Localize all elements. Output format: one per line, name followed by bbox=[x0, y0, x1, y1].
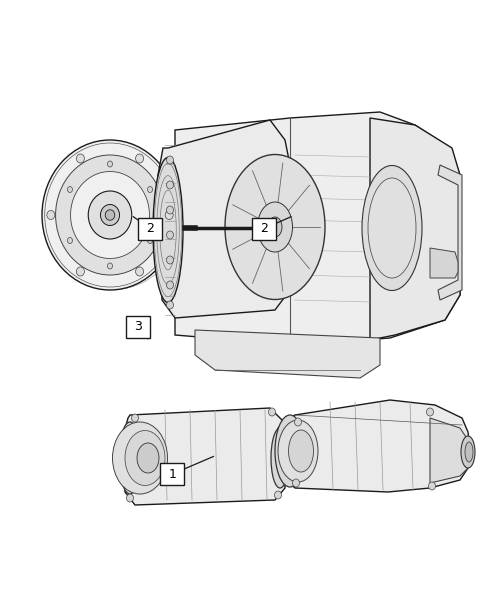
FancyBboxPatch shape bbox=[160, 463, 184, 485]
Ellipse shape bbox=[42, 140, 178, 290]
Ellipse shape bbox=[268, 408, 275, 416]
Ellipse shape bbox=[361, 166, 421, 290]
Ellipse shape bbox=[166, 301, 173, 309]
Ellipse shape bbox=[76, 267, 84, 276]
Polygon shape bbox=[158, 120, 289, 318]
Polygon shape bbox=[195, 330, 379, 378]
Polygon shape bbox=[429, 418, 469, 483]
Polygon shape bbox=[369, 118, 459, 340]
Ellipse shape bbox=[88, 191, 132, 239]
Ellipse shape bbox=[277, 420, 318, 482]
Ellipse shape bbox=[147, 237, 152, 243]
Ellipse shape bbox=[100, 204, 119, 226]
Polygon shape bbox=[437, 165, 461, 300]
Ellipse shape bbox=[136, 267, 143, 276]
Ellipse shape bbox=[131, 414, 138, 422]
Polygon shape bbox=[277, 400, 469, 492]
Ellipse shape bbox=[225, 154, 324, 299]
Text: 2: 2 bbox=[260, 222, 268, 235]
Text: 1: 1 bbox=[168, 468, 176, 481]
Ellipse shape bbox=[56, 155, 164, 275]
Ellipse shape bbox=[107, 161, 112, 167]
Ellipse shape bbox=[67, 187, 72, 193]
Text: 3: 3 bbox=[134, 320, 142, 333]
Ellipse shape bbox=[147, 187, 152, 193]
Ellipse shape bbox=[294, 418, 301, 426]
Ellipse shape bbox=[166, 156, 173, 164]
Ellipse shape bbox=[126, 494, 133, 502]
Ellipse shape bbox=[166, 231, 173, 239]
Ellipse shape bbox=[119, 422, 141, 494]
Ellipse shape bbox=[107, 263, 112, 269]
Ellipse shape bbox=[274, 415, 304, 487]
Ellipse shape bbox=[257, 202, 292, 252]
Ellipse shape bbox=[67, 237, 72, 243]
Ellipse shape bbox=[166, 256, 173, 264]
Ellipse shape bbox=[112, 422, 167, 494]
Ellipse shape bbox=[152, 157, 182, 303]
FancyBboxPatch shape bbox=[252, 217, 276, 240]
Ellipse shape bbox=[428, 482, 435, 490]
Ellipse shape bbox=[166, 181, 173, 189]
Ellipse shape bbox=[464, 442, 472, 462]
Ellipse shape bbox=[268, 217, 281, 237]
Ellipse shape bbox=[70, 171, 149, 259]
Polygon shape bbox=[175, 112, 459, 345]
Ellipse shape bbox=[76, 154, 84, 163]
Ellipse shape bbox=[292, 479, 299, 487]
Ellipse shape bbox=[460, 436, 474, 468]
Ellipse shape bbox=[165, 210, 173, 220]
Ellipse shape bbox=[274, 491, 281, 499]
Ellipse shape bbox=[271, 428, 288, 488]
Polygon shape bbox=[429, 248, 457, 278]
Ellipse shape bbox=[425, 408, 433, 416]
Ellipse shape bbox=[136, 154, 143, 163]
Ellipse shape bbox=[105, 210, 115, 220]
Ellipse shape bbox=[166, 281, 173, 289]
Ellipse shape bbox=[125, 431, 165, 485]
Polygon shape bbox=[122, 408, 285, 505]
Text: 2: 2 bbox=[146, 222, 154, 235]
Ellipse shape bbox=[166, 206, 173, 214]
FancyBboxPatch shape bbox=[138, 217, 162, 240]
Ellipse shape bbox=[47, 210, 55, 220]
FancyBboxPatch shape bbox=[126, 316, 150, 338]
Ellipse shape bbox=[288, 430, 313, 472]
Ellipse shape bbox=[136, 443, 159, 473]
Ellipse shape bbox=[367, 178, 415, 278]
